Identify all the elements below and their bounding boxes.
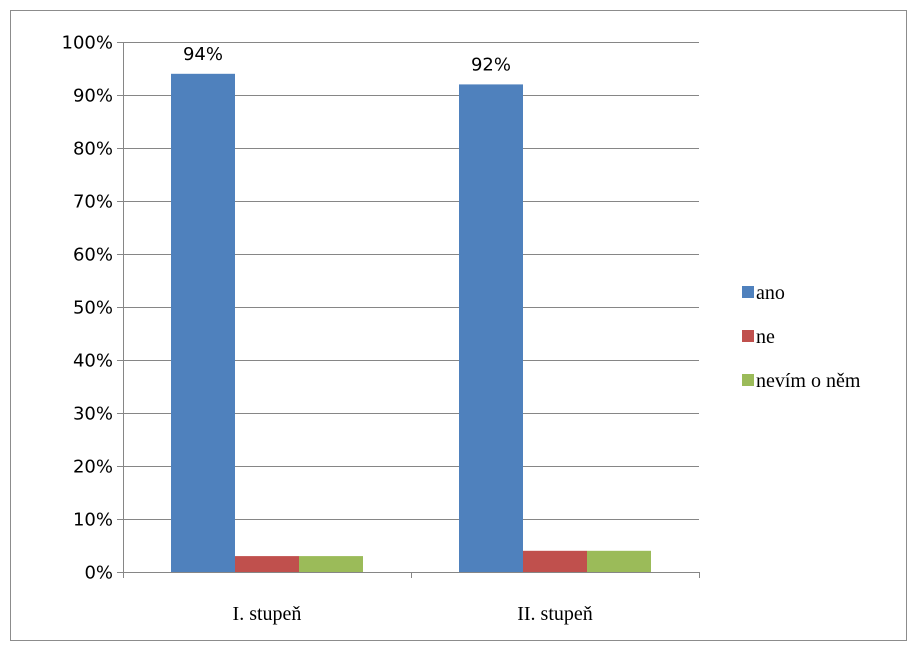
legend: ano ne nevím o něm: [742, 282, 861, 392]
y-tick-label: 50%: [73, 298, 113, 319]
bar-ano-2: [459, 84, 523, 573]
y-tick-label: 30%: [73, 404, 113, 425]
y-tick-label: 20%: [73, 457, 113, 478]
x-category-label: I. stupeň: [233, 603, 302, 625]
chart-frame: [10, 10, 907, 641]
legend-swatch: [742, 330, 754, 342]
bar-nevím-o-něm-2: [587, 550, 651, 572]
y-tick-label: 90%: [73, 86, 113, 107]
legend-swatch: [742, 374, 754, 386]
legend-swatch: [742, 286, 754, 298]
bar-ne-1: [235, 556, 299, 572]
y-tick-label: 0%: [84, 563, 113, 584]
y-tick-label: 100%: [62, 33, 113, 54]
bar-ano-1: [171, 73, 235, 573]
bar-nevím-o-něm-1: [299, 556, 363, 572]
y-tick-label: 10%: [73, 510, 113, 531]
legend-label: nevím o něm: [756, 370, 861, 392]
data-label: 94%: [183, 44, 223, 65]
y-tick-label: 60%: [73, 245, 113, 266]
bar-ne-2: [523, 550, 587, 572]
y-tick-label: 70%: [73, 192, 113, 213]
x-category-label: II. stupeň: [517, 603, 593, 625]
axes: 0% 10% 20% 30% 40% 50% 60% 70% 80% 90% 100%: [62, 33, 700, 584]
legend-label: ano: [756, 282, 785, 304]
legend-label: ne: [756, 326, 775, 348]
y-tick-label: 40%: [73, 351, 113, 372]
y-tick-label: 80%: [73, 139, 113, 160]
labels: 94% I. stupeň 92% II. stupeň: [183, 44, 593, 625]
data-label: 92%: [471, 54, 511, 75]
bars: [171, 73, 651, 573]
